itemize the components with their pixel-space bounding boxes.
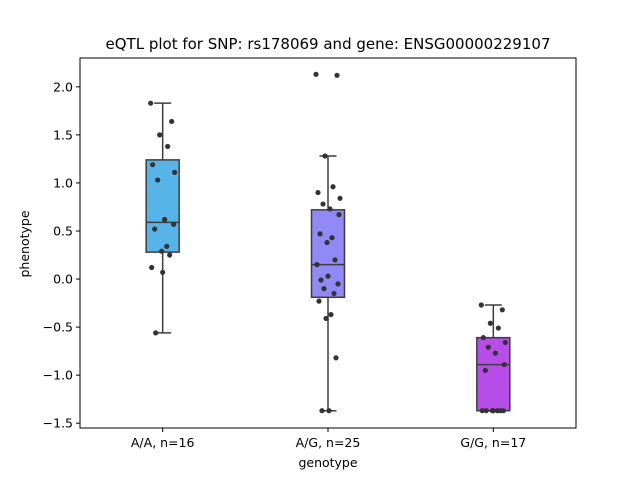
data-point xyxy=(313,71,319,77)
x-axis-label: genotype xyxy=(298,455,357,470)
data-point xyxy=(321,286,327,292)
data-point xyxy=(330,184,336,190)
data-point xyxy=(500,408,506,414)
data-point xyxy=(502,339,508,346)
data-point xyxy=(323,315,329,322)
data-point xyxy=(169,118,175,125)
data-point xyxy=(164,243,170,249)
data-point xyxy=(314,262,320,268)
data-point xyxy=(148,100,154,106)
box-3 xyxy=(476,336,511,412)
data-point xyxy=(482,367,488,373)
data-point xyxy=(318,277,324,283)
data-point xyxy=(501,361,507,368)
y-tick-label: −1.5 xyxy=(43,416,73,431)
data-point xyxy=(337,195,343,201)
data-point xyxy=(155,177,161,183)
data-point xyxy=(322,153,328,159)
data-point xyxy=(153,330,159,336)
data-point xyxy=(490,408,496,414)
data-point xyxy=(479,408,485,414)
data-point xyxy=(171,221,177,227)
data-point xyxy=(162,216,168,223)
data-point xyxy=(316,298,322,304)
y-axis-label: phenotype xyxy=(17,210,32,277)
data-point xyxy=(336,212,342,218)
data-point xyxy=(172,169,178,175)
data-point xyxy=(495,325,501,331)
data-point xyxy=(319,408,325,414)
data-point xyxy=(326,408,332,414)
data-point xyxy=(485,344,491,350)
data-point xyxy=(315,189,321,196)
box-1 xyxy=(145,159,180,253)
x-tick-label: A/G, n=25 xyxy=(296,435,361,450)
data-point xyxy=(487,320,493,326)
data-point xyxy=(480,335,486,341)
x-tick-label: A/A, n=16 xyxy=(131,435,195,450)
data-point xyxy=(333,355,339,361)
data-point xyxy=(334,72,340,78)
y-tick-label: 2.0 xyxy=(53,79,73,94)
y-tick-label: 0.5 xyxy=(53,223,73,238)
data-point xyxy=(492,350,498,356)
data-point xyxy=(327,206,333,212)
data-point xyxy=(332,257,338,263)
x-tick-label: G/G, n=17 xyxy=(460,435,526,450)
data-point xyxy=(331,290,337,297)
data-point xyxy=(328,311,334,318)
data-point xyxy=(159,248,165,254)
y-tick-label: −1.0 xyxy=(43,368,73,383)
data-point xyxy=(483,408,489,414)
data-point xyxy=(335,281,341,287)
data-point xyxy=(165,143,171,150)
data-point xyxy=(325,273,331,279)
data-point xyxy=(150,162,156,168)
data-point xyxy=(320,201,326,207)
data-point xyxy=(324,239,330,246)
data-point xyxy=(149,264,155,271)
y-tick-label: 0.0 xyxy=(53,272,73,287)
plot-area: −1.5 −1.0 −0.5 0.0 0.5 1.0 1.5 2.0 A/A, n=16 A/G,… xyxy=(43,57,577,450)
data-point xyxy=(499,307,505,313)
data-point xyxy=(329,235,335,241)
data-point xyxy=(157,132,163,138)
data-point xyxy=(152,226,158,232)
data-point xyxy=(167,252,173,258)
data-point xyxy=(478,302,484,308)
y-tick-label: −0.5 xyxy=(43,320,73,335)
chart-title: eQTL plot for SNP: rs178069 and gene: EN… xyxy=(106,35,551,53)
y-tick-label: 1.5 xyxy=(53,127,73,142)
data-point xyxy=(317,231,323,237)
y-tick-label: 1.0 xyxy=(53,175,73,190)
data-point xyxy=(160,269,166,275)
